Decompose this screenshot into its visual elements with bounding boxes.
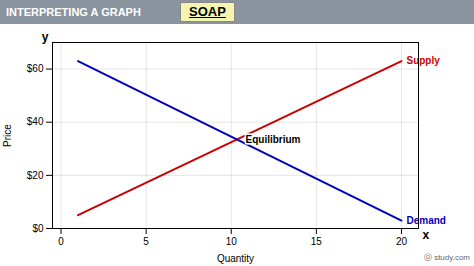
svg-text:y: y [42, 30, 49, 44]
svg-text:Price: Price [2, 124, 13, 147]
svg-text:$20: $20 [27, 170, 44, 181]
svg-text:Demand: Demand [406, 215, 445, 226]
svg-text:Supply: Supply [406, 55, 440, 66]
svg-text:5: 5 [143, 236, 149, 247]
svg-text:x: x [423, 228, 430, 242]
svg-text:$0: $0 [32, 223, 44, 234]
svg-text:0: 0 [58, 236, 64, 247]
html-text:SOAP: SOAP [189, 4, 226, 19]
svg-text:Equilibrium: Equilibrium [246, 134, 301, 145]
svg-text:20: 20 [396, 236, 408, 247]
svg-text:10: 10 [226, 236, 238, 247]
svg-text:Quantity: Quantity [217, 253, 254, 264]
html-text:ⓞ study.com: ⓞ study.com [423, 253, 470, 262]
svg-text:15: 15 [311, 236, 323, 247]
html-text:INTERPRETING A GRAPH: INTERPRETING A GRAPH [6, 6, 141, 18]
svg-text:$60: $60 [27, 63, 44, 74]
svg-text:$40: $40 [27, 116, 44, 127]
